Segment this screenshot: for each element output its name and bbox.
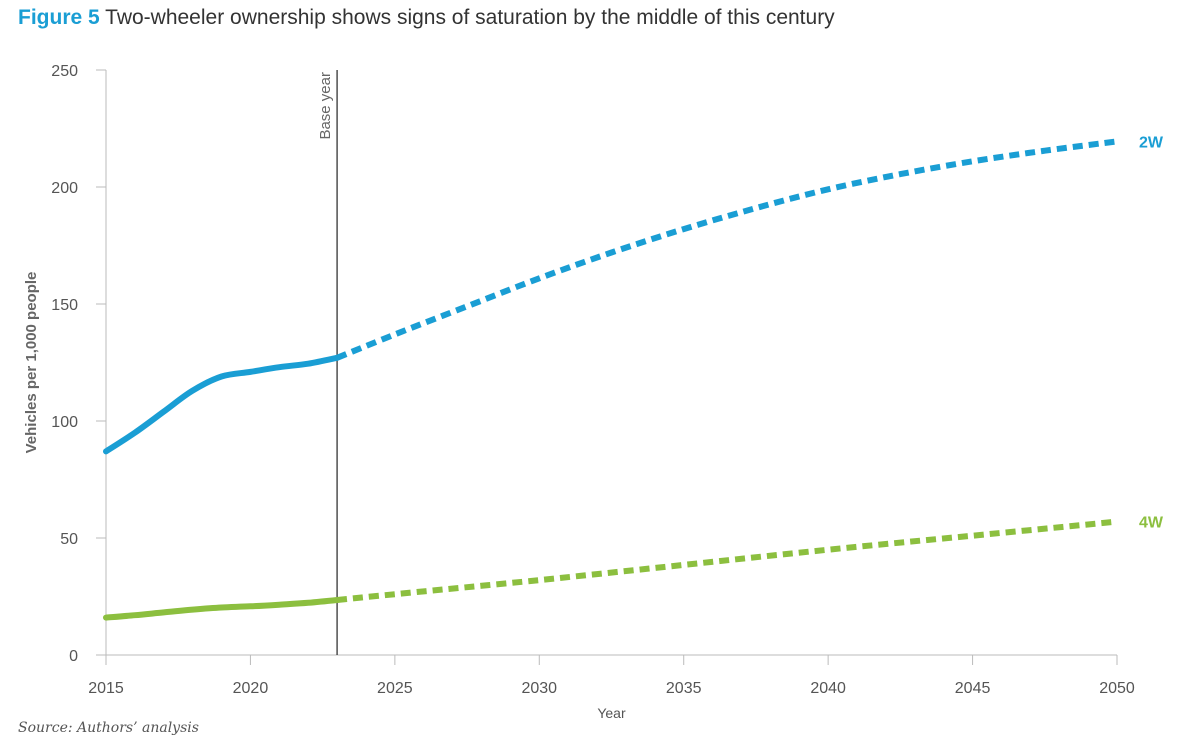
source-note: Source: Authors’ analysis bbox=[18, 720, 199, 736]
series-4w-projected-line bbox=[336, 518, 1118, 603]
base-year-label: Base year bbox=[317, 72, 334, 140]
series-2w-label: 2W bbox=[1139, 134, 1164, 151]
series-4w-historical-line bbox=[103, 597, 341, 621]
x-tick-label: 2050 bbox=[1099, 680, 1135, 697]
figure-title: Figure 5 Two-wheeler ownership shows sig… bbox=[18, 6, 835, 30]
y-tick-label: 250 bbox=[51, 63, 78, 80]
x-tick-label: 2035 bbox=[666, 680, 702, 697]
x-tick-label: 2015 bbox=[88, 680, 124, 697]
y-tick-label: 100 bbox=[51, 414, 78, 431]
series-4w-label: 4W bbox=[1139, 515, 1164, 532]
x-tick-label: 2025 bbox=[377, 680, 413, 697]
y-tick-label: 0 bbox=[69, 648, 78, 665]
series-2w-projected-line bbox=[335, 138, 1118, 361]
x-tick-label: 2030 bbox=[521, 680, 557, 697]
figure-number: Figure 5 bbox=[18, 6, 100, 29]
y-tick-label: 50 bbox=[60, 531, 78, 548]
y-tick-label: 150 bbox=[51, 297, 78, 314]
x-tick-label: 2045 bbox=[955, 680, 991, 697]
figure-title-text: Two-wheeler ownership shows signs of sat… bbox=[105, 6, 835, 29]
series-2w-historical-line bbox=[103, 354, 341, 455]
y-tick-label: 200 bbox=[51, 180, 78, 197]
x-tick-label: 2040 bbox=[810, 680, 846, 697]
x-tick-label: 2020 bbox=[233, 680, 269, 697]
x-axis-label: Year bbox=[597, 705, 626, 721]
y-axis-label: Vehicles per 1,000 people bbox=[23, 272, 40, 454]
